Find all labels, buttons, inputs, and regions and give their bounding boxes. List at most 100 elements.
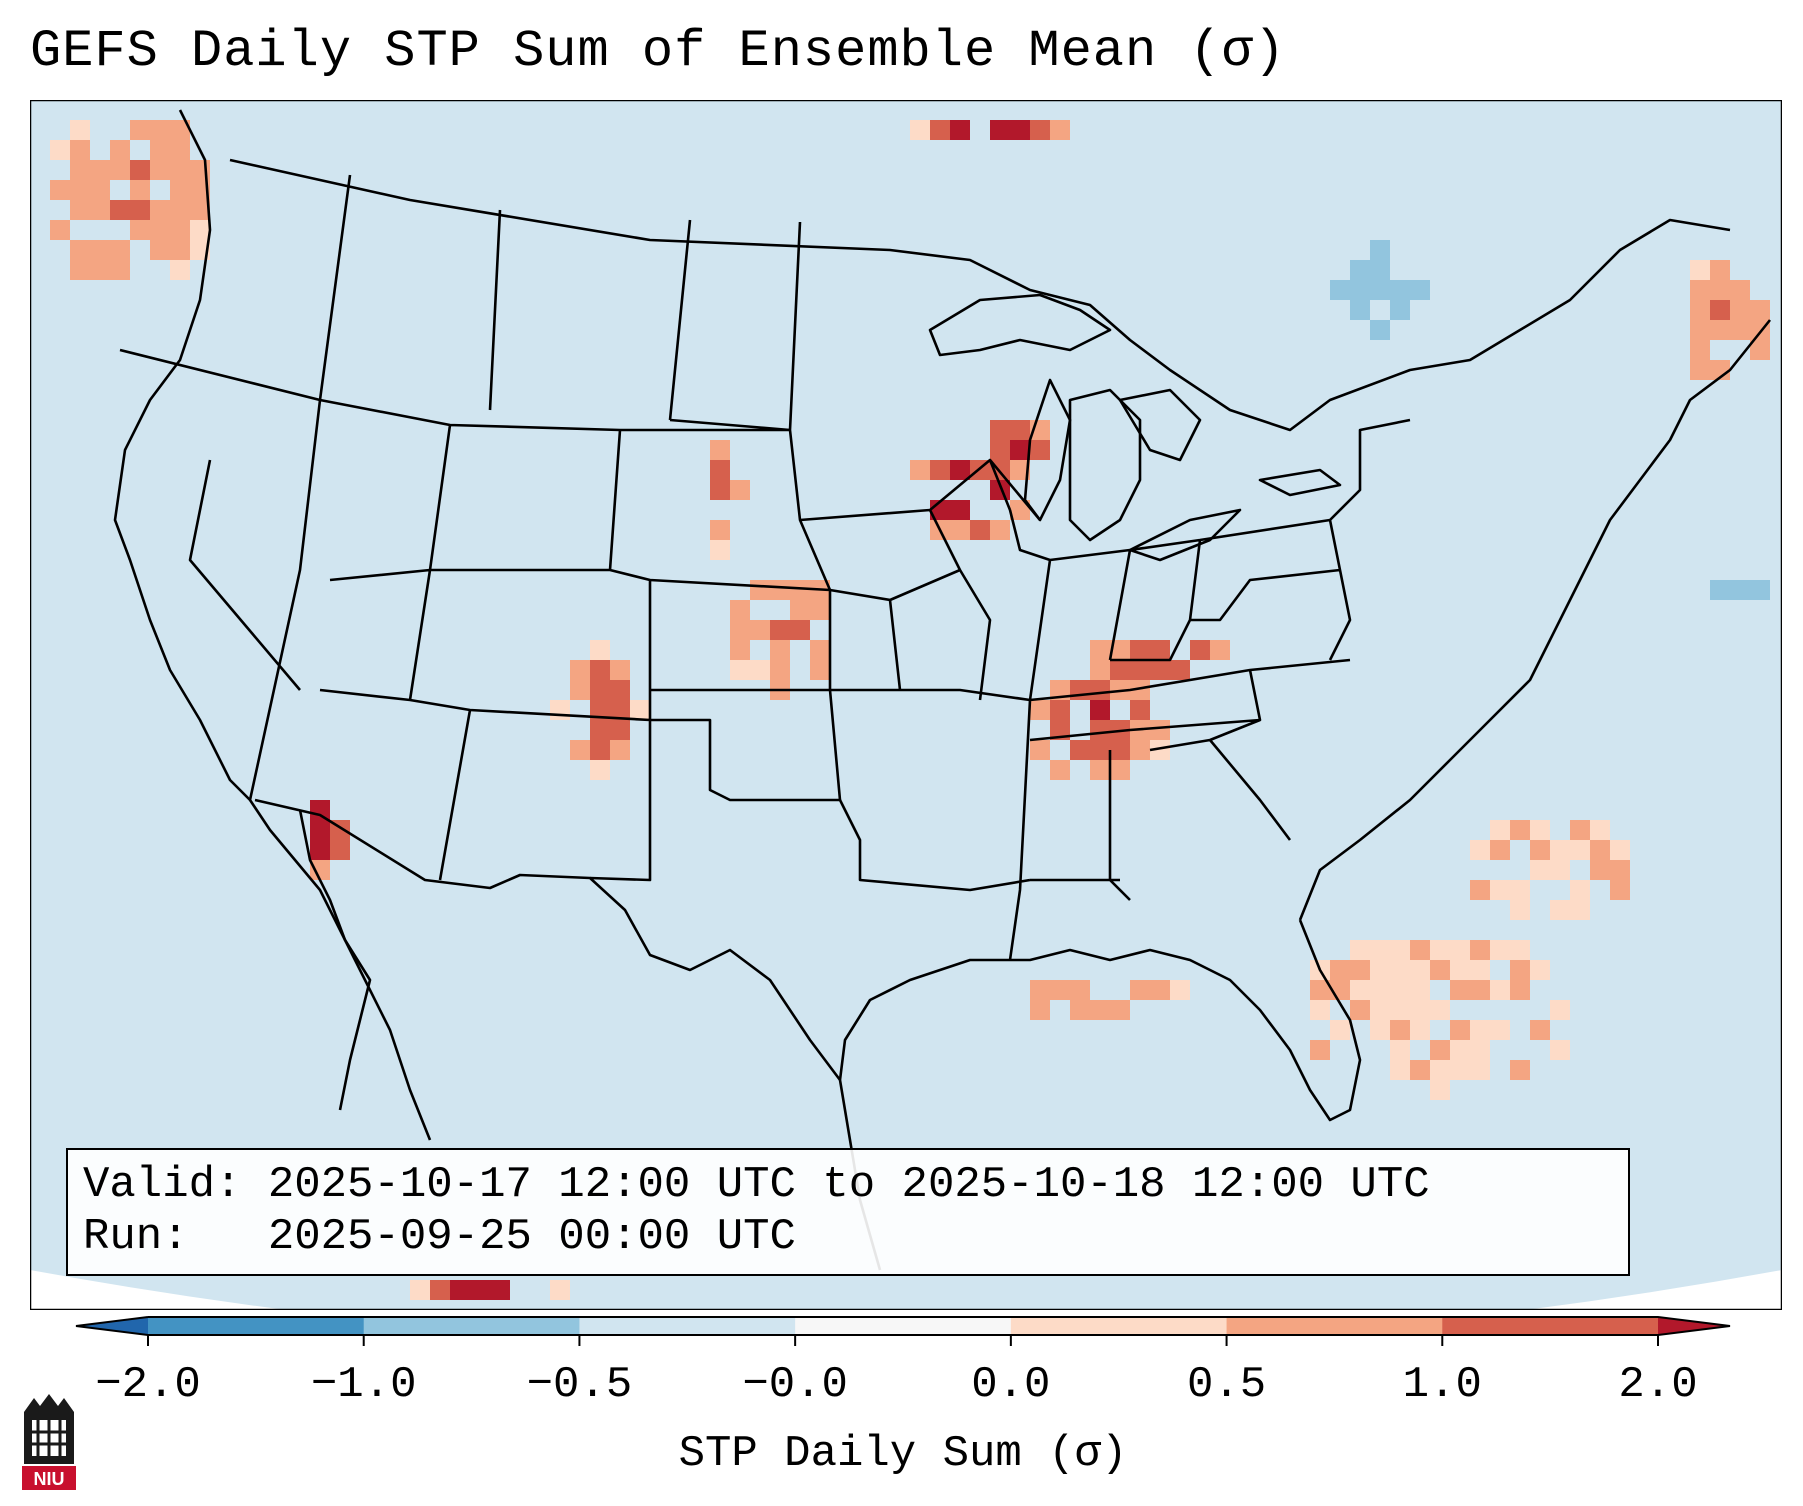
stp-cell (1090, 1000, 1110, 1020)
stp-cell (590, 640, 610, 660)
stp-cell (1750, 580, 1770, 600)
stp-cell (170, 140, 190, 160)
stp-cell (710, 460, 730, 480)
stp-cell (710, 440, 730, 460)
stp-cell (1010, 420, 1030, 440)
stp-cell (1610, 880, 1630, 900)
stp-cell (110, 260, 130, 280)
stp-cell (1470, 960, 1490, 980)
stp-cell (1350, 300, 1370, 320)
stp-cell (1210, 640, 1230, 660)
stp-cell (1370, 960, 1390, 980)
stp-cell (1530, 860, 1550, 880)
stp-cell (1530, 840, 1550, 860)
stp-cell (1390, 980, 1410, 1000)
stp-cell (790, 600, 810, 620)
stp-cell (770, 620, 790, 640)
stp-cell (1430, 1060, 1450, 1080)
stp-cell (1130, 740, 1150, 760)
stp-cell (1030, 1000, 1050, 1020)
stp-cell (1450, 1020, 1470, 1040)
stp-cell (1090, 720, 1110, 740)
stp-cell (1510, 820, 1530, 840)
stp-cell (610, 660, 630, 680)
colorbar-tick-label: 0.5 (1187, 1360, 1266, 1410)
stp-cell (1370, 980, 1390, 1000)
colorbar-under-arrow (76, 1317, 148, 1335)
stp-cell (1490, 840, 1510, 860)
stp-cell (1090, 700, 1110, 720)
stp-cell (1030, 440, 1050, 460)
run-value: 2025-09-25 00:00 UTC (267, 1212, 796, 1262)
state-borders-west (119, 174, 842, 882)
stp-cell (410, 1280, 430, 1300)
stp-cell (150, 140, 170, 160)
stp-cell (730, 620, 750, 640)
stp-cell (1030, 120, 1050, 140)
stp-cell (1710, 580, 1730, 600)
stp-cell (1570, 900, 1590, 920)
stp-cell (990, 120, 1010, 140)
stp-cell (70, 240, 90, 260)
stp-cell (170, 240, 190, 260)
stp-cell (1510, 980, 1530, 1000)
stp-cell (330, 840, 350, 860)
stp-cell (170, 120, 190, 140)
stp-cell (1170, 660, 1190, 680)
stp-cell (1690, 360, 1710, 380)
stp-cell (1430, 1000, 1450, 1020)
stp-cell (950, 120, 970, 140)
colorbar-label: STP Daily Sum (σ) (679, 1429, 1128, 1479)
stp-cell (1610, 860, 1630, 880)
stp-cell (310, 800, 330, 820)
colorbar-bin (1226, 1317, 1443, 1335)
stp-cell (1150, 660, 1170, 680)
stp-cell (810, 660, 830, 680)
stp-cell (1190, 640, 1210, 660)
colorbar-tick-label: −2.0 (95, 1360, 201, 1410)
colorbar-bin (363, 1317, 580, 1335)
stp-cell (730, 480, 750, 500)
stp-cell (1450, 1040, 1470, 1060)
stp-cell (1510, 900, 1530, 920)
stp-cell (1470, 840, 1490, 860)
stp-cell (1390, 1020, 1410, 1040)
lake-superior (928, 293, 1112, 357)
stp-cell (150, 220, 170, 240)
colorbar-bins (148, 1317, 1659, 1335)
stp-cell (170, 200, 190, 220)
stp-cell (1510, 1060, 1530, 1080)
colorbar-tick-label: 0.0 (971, 1360, 1050, 1410)
stp-cell (710, 520, 730, 540)
stp-cell (770, 640, 790, 660)
stp-cell (1050, 720, 1070, 740)
stp-cell (1470, 1020, 1490, 1040)
colorbar-over-arrow (1658, 1317, 1730, 1335)
stp-cell (1370, 1020, 1390, 1040)
stp-cell (610, 700, 630, 720)
stp-cell (1430, 940, 1450, 960)
stp-cell (70, 200, 90, 220)
stp-cell (1350, 1000, 1370, 1020)
stp-cell (1330, 960, 1350, 980)
chart-title: GEFS Daily STP Sum of Ensemble Mean (σ) (30, 22, 1286, 81)
stp-cell (1470, 980, 1490, 1000)
state-borders-central (799, 418, 1411, 961)
stp-cell (1050, 680, 1070, 700)
stp-cell (1370, 240, 1390, 260)
stp-cell (310, 840, 330, 860)
stp-cell (1130, 700, 1150, 720)
stp-cell (1390, 1000, 1410, 1020)
colorbar-tick-label: 1.0 (1403, 1360, 1482, 1410)
stp-cell (590, 680, 610, 700)
stp-cell (630, 700, 650, 720)
stp-cell (550, 700, 570, 720)
stp-cell (1390, 1040, 1410, 1060)
stp-cell (790, 580, 810, 600)
colorbar-bin (1442, 1317, 1659, 1335)
stp-cell (1330, 280, 1350, 300)
stp-cell (170, 260, 190, 280)
stp-cell (1330, 1020, 1350, 1040)
stp-cell (1410, 1060, 1430, 1080)
stp-cell (1550, 1000, 1570, 1020)
